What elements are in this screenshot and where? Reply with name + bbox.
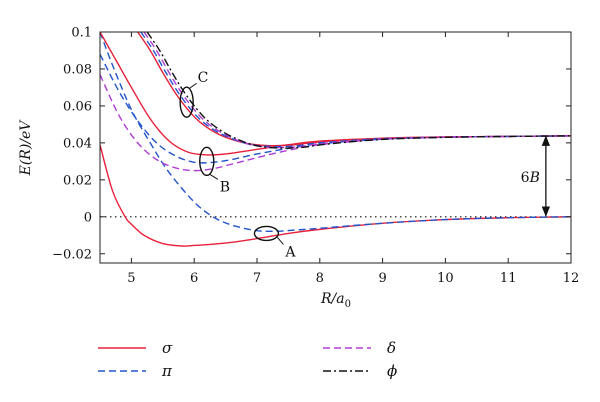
x-axis-title-sub: 0 <box>345 299 351 310</box>
x-axis-title: R/a0 <box>320 291 351 310</box>
annotation-c-ellipse <box>179 86 194 118</box>
x-tick-label: 5 <box>127 271 135 286</box>
x-tick-label: 12 <box>563 271 580 286</box>
y-tick-label: 0.08 <box>63 62 92 77</box>
y-tick-label: 0.06 <box>63 99 92 114</box>
y-tick-label: 0 <box>84 210 92 225</box>
x-tick-label: 7 <box>253 271 261 286</box>
series-pi-c-line <box>140 32 571 148</box>
annotation-b-ellipse <box>199 146 215 177</box>
legend-label-sigma: σ <box>162 339 173 357</box>
x-tick-label: 10 <box>437 271 454 286</box>
series-sigma-a-line <box>100 144 571 247</box>
series-phi-c-line <box>146 32 571 149</box>
annotation-a-label: A <box>284 244 296 260</box>
annotation-c-label: C <box>198 70 209 86</box>
annotation-c-leader <box>189 82 197 89</box>
series-delta-c-line <box>143 32 571 149</box>
legend-label-phi: ϕ <box>387 362 397 380</box>
plot-frame <box>99 31 572 264</box>
x-tick-label: 6 <box>190 271 198 286</box>
y-axis-title: E(R)/eV <box>18 119 34 177</box>
energy-gap-label: 6B <box>521 170 540 186</box>
x-tick-label: 11 <box>500 271 517 286</box>
y-tick-label: −0.02 <box>52 247 92 262</box>
x-axis-title-main: R/a <box>320 291 345 307</box>
annotation-a-ellipse <box>253 225 280 242</box>
annotation-b-label: B <box>220 179 230 195</box>
legend-label-pi: π <box>161 362 173 380</box>
annotation-b-leader <box>209 173 219 180</box>
legend-label-delta: δ <box>387 339 396 357</box>
series-delta-b-line <box>100 74 571 172</box>
series-sigma-c-line <box>137 32 571 147</box>
y-tick-label: 0.02 <box>63 173 92 188</box>
x-tick-label: 8 <box>316 271 324 286</box>
series-pi-b-line <box>100 53 571 164</box>
y-tick-label: 0.1 <box>71 26 92 41</box>
x-tick-label: 9 <box>378 271 386 286</box>
annotation-a-leader <box>277 237 284 245</box>
series-pi-a-line <box>100 32 571 233</box>
y-tick-label: 0.04 <box>63 136 92 151</box>
